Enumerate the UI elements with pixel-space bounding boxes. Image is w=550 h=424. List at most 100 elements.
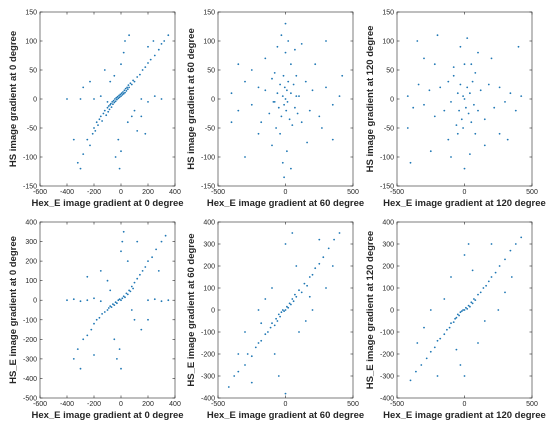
data-point [118,96,121,99]
y-tick-label: 400 [382,220,394,227]
data-point [282,74,285,77]
y-tick-label: 0 [390,308,394,315]
y-tick-label: 400 [203,220,215,227]
y-tick-label: -150 [380,184,394,191]
data-point [121,94,124,96]
data-point [147,260,149,262]
data-point [306,284,308,287]
data-point [132,287,135,290]
data-point [450,322,452,325]
data-point [116,358,118,360]
data-point [452,321,455,323]
data-point [98,316,101,319]
data-point [409,161,412,164]
data-point [436,34,439,37]
data-point [463,63,466,66]
y-tick-label: 50 [207,68,215,75]
data-point [118,94,120,97]
data-point [120,250,122,253]
x-tick-label: 500 [347,189,359,196]
data-point [264,57,267,60]
data-point [331,103,334,106]
data-point [286,89,288,92]
y-tick-label: -100 [23,155,37,162]
data-point [126,86,128,89]
y-axis-label: HS_E image gradient at 0 degree [8,236,19,384]
data-point [72,298,75,301]
data-point [429,309,432,311]
data-point [455,124,458,126]
data-point [287,80,290,83]
data-point [479,291,482,294]
data-point [160,43,163,45]
data-point [120,95,122,97]
data-point [283,176,285,179]
data-point [89,144,91,147]
data-point [121,297,124,300]
data-point [462,95,464,97]
data-point [494,271,497,274]
data-point [117,138,120,141]
data-point [406,127,409,129]
data-point [113,304,116,306]
data-point [406,95,409,97]
data-point [314,267,317,270]
data-point [294,106,296,109]
data-point [95,318,98,321]
data-point [439,337,442,340]
data-point [308,109,311,112]
data-point [124,40,126,42]
data-point [308,276,311,278]
data-point [471,269,474,272]
scatter-points [409,236,523,382]
data-point [160,240,163,243]
data-point [331,265,334,267]
data-point [470,301,473,304]
data-point [147,101,149,103]
data-point [72,138,75,141]
y-tick-label: 0 [390,97,394,104]
y-axis-label: HS_E image gradient at 60 degree [186,233,197,386]
data-point [465,106,467,109]
data-point [167,299,170,302]
data-point [462,127,464,129]
y-axis-label: HS image gradient at 0 degree [8,31,19,167]
data-point [279,315,281,318]
data-point [133,80,136,83]
y-tick-label: 200 [203,264,215,271]
data-point [300,43,303,45]
data-point [460,310,463,312]
data-point [466,37,469,39]
panel-6: -500 0 500 -400 -300 -200 -100 0 100 200 300 400 Hex… [365,220,546,422]
x-tick-label: -200 [87,401,101,408]
data-point [107,105,110,107]
data-point [160,300,163,303]
data-point [333,238,335,241]
data-point [132,79,135,82]
data-point [298,95,300,97]
data-point [244,364,246,366]
data-point [129,290,132,293]
data-point [450,156,452,158]
data-point [110,102,112,105]
data-point [474,132,477,135]
y-tick-label: 100 [203,39,215,46]
data-point [273,101,276,103]
data-point [443,298,446,300]
data-point [281,309,284,311]
data-point [473,103,475,106]
y-tick-label: -200 [380,352,394,359]
data-point [456,132,459,135]
data-point [311,273,314,276]
x-tick-label: -400 [60,401,74,408]
data-point [101,120,103,122]
data-point [124,91,126,94]
data-point [99,95,102,97]
data-point [109,305,112,307]
data-point [237,63,240,66]
data-point [147,299,149,302]
data-point [483,144,486,147]
data-point [82,153,85,156]
data-point [140,328,143,331]
data-point [97,124,99,126]
